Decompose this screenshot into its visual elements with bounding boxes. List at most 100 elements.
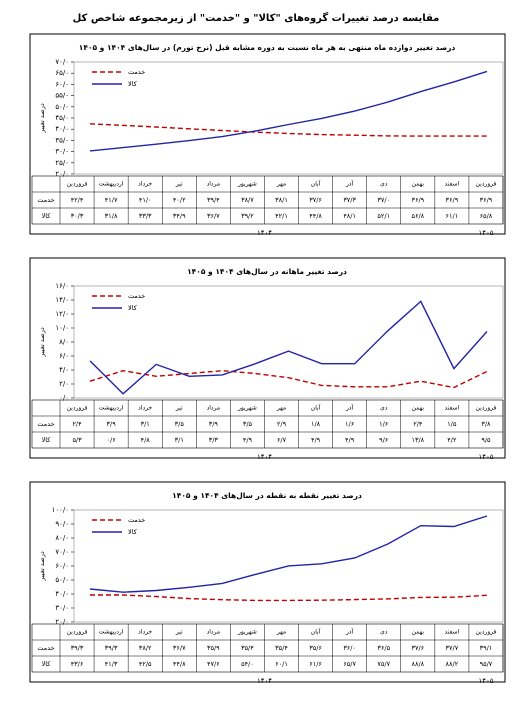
table-header: آبان: [311, 627, 321, 636]
series-line: [89, 123, 487, 137]
table-header: آبان: [311, 403, 321, 412]
plot-area: [73, 285, 504, 399]
table-header: اردیبهشت: [99, 405, 124, 412]
table-cell: ۲/۴: [413, 420, 423, 428]
y-tick-label: ۷۰/۰: [55, 548, 69, 556]
table-header: مهر: [276, 181, 286, 188]
table-cell: ۵۲/۱: [377, 212, 390, 220]
row-label: خدمت: [37, 420, 54, 428]
series-line: [89, 300, 488, 395]
y-tick-label: ۴۰/۰: [55, 125, 69, 133]
y-tick-label: ۲/۰: [59, 380, 69, 388]
legend-label: خدمت: [128, 68, 145, 76]
table-cell: ۷۵/۷: [377, 660, 390, 668]
table-cell: ۴۲/۴: [71, 196, 84, 204]
y-tick-label: ۳۰/۰: [55, 604, 69, 612]
table-header: دی: [380, 629, 388, 636]
table-header: اسفند: [445, 405, 460, 412]
table-cell: ۳۶/۷: [173, 644, 186, 652]
y-tick-label: ۰/۰: [59, 394, 69, 402]
table-header: آذر: [345, 179, 354, 188]
table-cell: ۱۳/۸: [411, 436, 424, 444]
table-cell: ۳۷/۶: [309, 196, 322, 204]
table-cell: ۳۱/۸: [105, 212, 118, 220]
y-tick-label: ۲۵/۰: [55, 159, 69, 167]
table-cell: ۰/۶: [107, 436, 116, 444]
chart-title: درصد تغییر ماهانه در سال‌های ۱۴۰۴ و ۱۴۰۵: [187, 267, 347, 276]
series-line: [90, 594, 488, 602]
y-tick-label: ۷۰/۰: [55, 58, 69, 66]
y-axis-label: درصد تغییر: [38, 551, 46, 582]
y-tick-label: ۵۰/۰: [55, 576, 69, 584]
row-label: خدمت: [37, 644, 54, 652]
table-cell: ۳۹/۴: [207, 196, 220, 204]
table-header: فروردین: [67, 629, 88, 636]
table-cell: ۴۷/۶: [207, 660, 220, 668]
table-cell: ۳/۵: [243, 420, 253, 428]
table-cell: ۳۵/۶: [309, 644, 322, 652]
table-header: مرداد: [207, 181, 221, 188]
table-cell: ۴۴/۸: [309, 212, 322, 220]
table-cell: ۱/۶: [345, 420, 354, 428]
table-header: خرداد: [138, 629, 152, 636]
plot-area: [73, 61, 504, 175]
row-label: کالا: [42, 660, 52, 668]
year-label: ۱۴۰۵: [478, 229, 493, 237]
table-header: فروردین: [476, 405, 497, 412]
y-tick-label: ۶۵/۰: [55, 69, 69, 77]
table-header: آذر: [345, 627, 354, 636]
table-cell: ۳/۱: [175, 436, 184, 444]
table-header: بهمن: [412, 629, 425, 636]
y-tick-label: ۴/۰: [59, 366, 69, 374]
y-tick-label: ۶۰/۰: [55, 562, 69, 570]
table-cell: ۶۱/۱: [446, 212, 459, 220]
table-cell: ۳۸/۲: [139, 644, 152, 652]
y-tick-label: ۹۰/۰: [55, 520, 69, 528]
table-cell: ۳۷/۷: [446, 644, 459, 652]
table-cell: ۹/۵: [481, 436, 491, 444]
y-tick-label: ۸/۰: [59, 338, 69, 346]
panel-border: [29, 33, 506, 235]
table-cell: ۴۲/۱: [275, 212, 288, 220]
table-cell: ۵۶/۸: [411, 212, 424, 220]
table-cell: ۶۵/۷: [343, 660, 356, 668]
series-line: [89, 70, 488, 152]
row-label: کالا: [42, 436, 52, 444]
table-cell: ۳۹/۳: [105, 644, 118, 652]
table-cell: ۳۵/۴: [275, 644, 288, 652]
table-cell: ۳/۹: [209, 420, 219, 428]
panel-border: [29, 257, 506, 459]
row-label: کالا: [42, 212, 52, 220]
table-cell: ۵/۳: [72, 436, 82, 444]
table-header: مرداد: [207, 405, 221, 412]
table-cell: ۸۸/۸: [411, 660, 424, 668]
y-tick-label: ۱۴/۰: [55, 296, 69, 304]
y-tick-label: ۶۰/۰: [55, 80, 69, 88]
table-header: مهر: [276, 405, 286, 412]
legend-label: خدمت: [128, 516, 145, 524]
series-line: [89, 515, 488, 593]
table-cell: ۸۸/۲: [446, 660, 459, 668]
legend-label: خدمت: [128, 292, 145, 300]
y-tick-label: ۱۶/۰: [55, 282, 69, 290]
table-cell: ۴۱/۰: [139, 196, 152, 204]
table-cell: ۳۸/۱: [275, 196, 288, 204]
chart-title: درصد تغییر دوازده ماه منتهی به هر ماه نس…: [79, 43, 456, 52]
table-header: تیر: [175, 181, 183, 188]
table-cell: ۳۵/۴: [241, 644, 254, 652]
table-header: مهر: [276, 629, 286, 636]
year-label: ۱۴۰۴: [257, 229, 272, 237]
table-cell: ۳/۸: [481, 420, 491, 428]
table-cell: ۳۶/۹: [411, 196, 424, 204]
table-header: فروردین: [476, 629, 497, 636]
table-cell: ۳۹/۲: [241, 212, 254, 220]
table-header: دی: [380, 405, 388, 412]
series-line: [89, 369, 488, 389]
table-cell: ۴/۹: [243, 436, 253, 444]
table-cell: ۳۸/۷: [241, 196, 254, 204]
y-tick-label: ۳۵/۰: [55, 136, 69, 144]
table-cell: ۴۳/۶: [71, 660, 84, 668]
table-cell: ۳۶/۵: [377, 644, 390, 652]
table-cell: ۳۶/۰: [343, 644, 356, 652]
